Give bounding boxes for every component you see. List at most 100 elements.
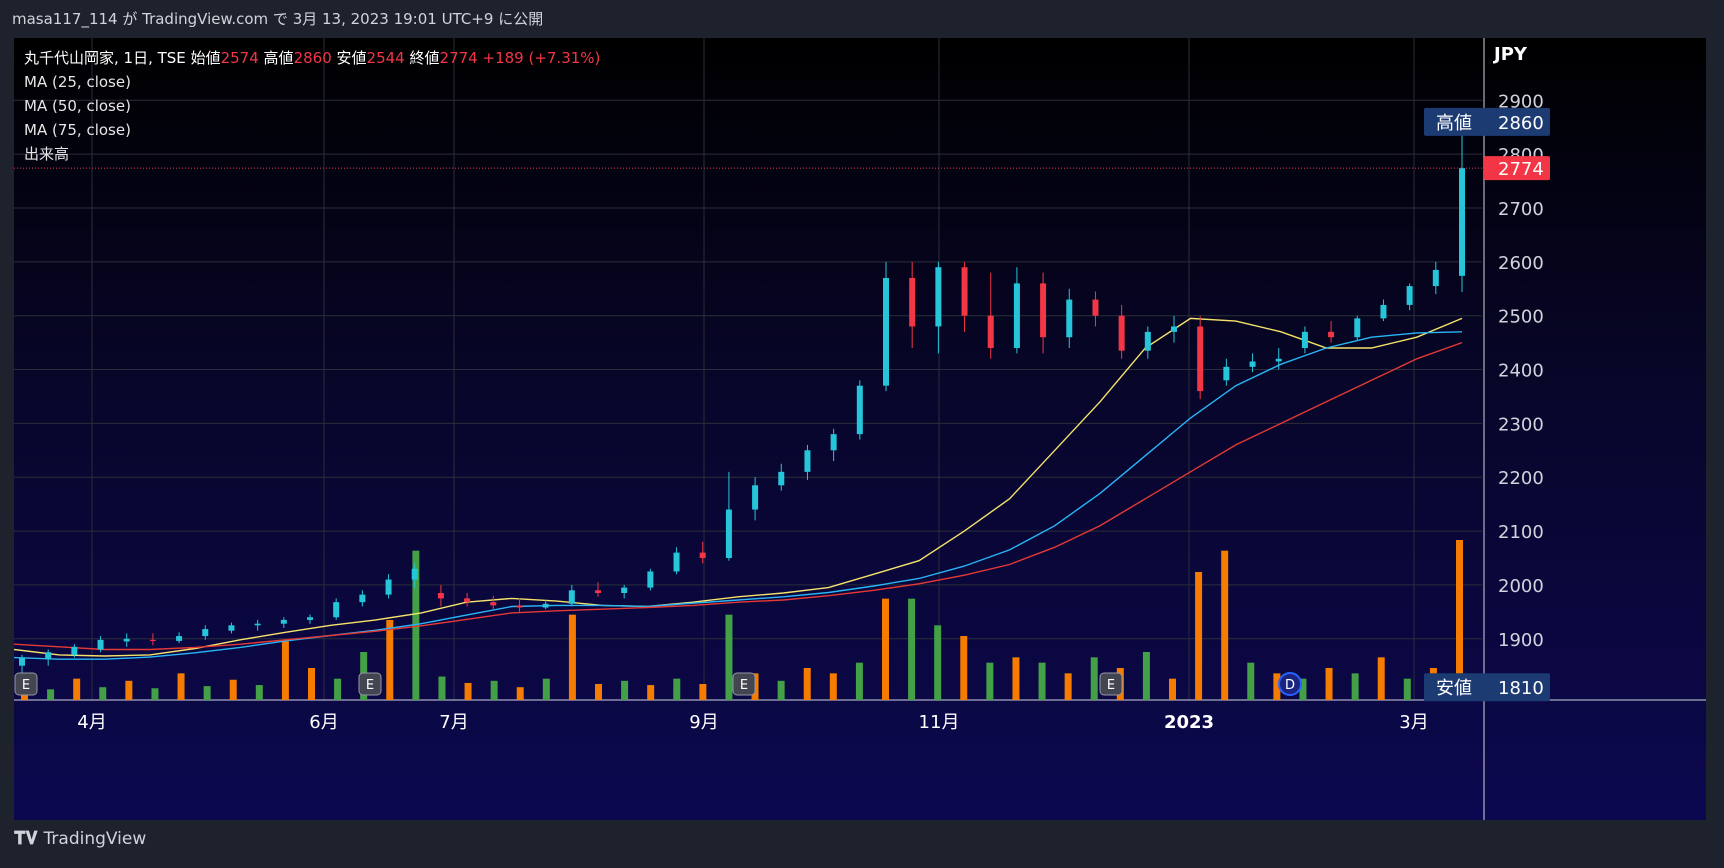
volume-bar bbox=[1456, 540, 1463, 700]
high-marker-box bbox=[1424, 107, 1550, 136]
legend-ma75[interactable]: MA (75, close) bbox=[24, 121, 131, 139]
x-tick-label: 6月 bbox=[309, 712, 338, 733]
volume-bar bbox=[99, 687, 107, 700]
volume-bar bbox=[595, 684, 602, 700]
legend-low-value: 2544 bbox=[366, 49, 405, 67]
candle-body bbox=[1380, 304, 1387, 319]
volume-bar bbox=[334, 678, 342, 700]
volume-bar bbox=[829, 673, 837, 700]
brand-name: TradingView bbox=[43, 828, 147, 849]
x-tick-label: 7月 bbox=[439, 712, 468, 733]
candle-body bbox=[149, 639, 156, 641]
y-tick-label: 2900 bbox=[1498, 91, 1544, 112]
candle-body bbox=[176, 636, 183, 641]
candle-body bbox=[228, 625, 235, 631]
candle-body bbox=[490, 602, 497, 606]
candle-body bbox=[1459, 168, 1465, 276]
volume-bar bbox=[516, 687, 524, 700]
legend-high-label: 高値 bbox=[263, 49, 294, 67]
volume-bar bbox=[386, 620, 394, 700]
volume-bar bbox=[1377, 657, 1385, 700]
candle-body bbox=[71, 646, 78, 655]
event-badge-label: E bbox=[740, 678, 748, 693]
price-chart-svg[interactable]: 1900200021002200230024002500260027002800… bbox=[14, 38, 1706, 820]
volume-bar bbox=[438, 676, 446, 700]
volume-bar bbox=[255, 685, 263, 700]
legend-change: +189 (+7.31%) bbox=[482, 49, 601, 67]
low-marker-value: 1810 bbox=[1498, 678, 1544, 699]
candle-body bbox=[1275, 358, 1282, 362]
footer-brand[interactable]: 𝐓𝐕 TradingView bbox=[14, 828, 146, 849]
candle-body bbox=[1301, 331, 1308, 348]
volume-bar bbox=[855, 662, 863, 700]
candle-body bbox=[987, 315, 994, 348]
event-badge-label: E bbox=[22, 678, 30, 693]
currency-label: JPY bbox=[1492, 44, 1528, 65]
candle-body bbox=[830, 434, 837, 451]
high-marker-label: 高値 bbox=[1436, 113, 1472, 134]
candle-body bbox=[1197, 326, 1204, 392]
volume-bar bbox=[203, 686, 211, 700]
legend-close-label: 終値 bbox=[409, 49, 440, 67]
volume-bar bbox=[229, 679, 237, 700]
legend-ma25[interactable]: MA (25, close) bbox=[24, 73, 131, 91]
candle-body bbox=[725, 509, 732, 558]
volume-bar bbox=[1299, 678, 1307, 700]
legend-ma50[interactable]: MA (50, close) bbox=[24, 97, 131, 115]
y-tick-label: 2400 bbox=[1498, 361, 1544, 382]
candle-body bbox=[1354, 318, 1361, 338]
legend-open-label: 始値 bbox=[190, 49, 221, 67]
candle-body bbox=[97, 639, 104, 650]
volume-bar bbox=[647, 685, 655, 700]
candle-body bbox=[333, 602, 340, 618]
candle-body bbox=[883, 278, 889, 386]
last-price-label: 2774 bbox=[1498, 159, 1544, 180]
chart-panel[interactable]: 1900 2000 2100 2200 2300 2400 2500 2600 2700 2800… bbox=[14, 38, 1706, 820]
x-tick-label: 2023 bbox=[1164, 712, 1214, 733]
candle-body bbox=[1328, 331, 1335, 338]
legend-high-value: 2860 bbox=[293, 49, 332, 67]
candle-body bbox=[1066, 299, 1073, 338]
candle-body bbox=[1249, 361, 1256, 367]
volume-bar bbox=[908, 598, 916, 700]
volume-bar bbox=[1351, 673, 1359, 700]
volume-bar bbox=[803, 668, 811, 700]
candle-body bbox=[595, 590, 601, 593]
volume-bar bbox=[125, 680, 133, 700]
ma-line-0 bbox=[14, 317, 1463, 657]
candle-body bbox=[909, 278, 916, 327]
candle-body bbox=[1171, 326, 1177, 332]
low-marker-label: 安値 bbox=[1436, 678, 1472, 699]
volume-bar bbox=[699, 684, 707, 700]
volume-bar bbox=[882, 598, 889, 700]
y-tick-label: 1900 bbox=[1498, 630, 1544, 651]
legend-ohlc-row: 丸千代山岡家, 1日, TSE 始値2574 高値2860 安値2544 終値2… bbox=[24, 46, 600, 70]
volume-bar bbox=[621, 680, 629, 700]
candle-body bbox=[621, 587, 628, 593]
ma-line-2 bbox=[14, 341, 1463, 651]
candle-body bbox=[464, 598, 471, 603]
candle-body bbox=[254, 623, 261, 626]
volume-bar bbox=[1273, 673, 1281, 700]
y-tick-label: 2000 bbox=[1498, 576, 1544, 597]
candle-body bbox=[1432, 269, 1439, 287]
y-tick-label: 2100 bbox=[1498, 522, 1544, 543]
publish-info: masa117_114 が TradingView.com で 3月 13, 2… bbox=[12, 10, 544, 28]
legend-volume[interactable]: 出来高 bbox=[24, 145, 70, 163]
volume-bar bbox=[1169, 678, 1176, 700]
volume-bar bbox=[673, 678, 681, 700]
y-tick-label: 2200 bbox=[1498, 468, 1544, 489]
candle-body bbox=[516, 605, 523, 608]
volume-bar bbox=[934, 625, 942, 700]
candle-body bbox=[856, 385, 863, 435]
volume-bar bbox=[464, 682, 472, 700]
legend-close-value: 2774 bbox=[439, 49, 478, 67]
candle-body bbox=[202, 629, 209, 637]
volume-bar bbox=[568, 614, 576, 700]
x-tick-label: 11月 bbox=[919, 712, 960, 733]
volume-bar bbox=[1142, 652, 1150, 700]
candle-body bbox=[699, 552, 706, 558]
tradingview-logo-icon: 𝐓𝐕 bbox=[14, 828, 38, 849]
volume-bar bbox=[177, 673, 185, 700]
volume-bar bbox=[960, 636, 968, 700]
